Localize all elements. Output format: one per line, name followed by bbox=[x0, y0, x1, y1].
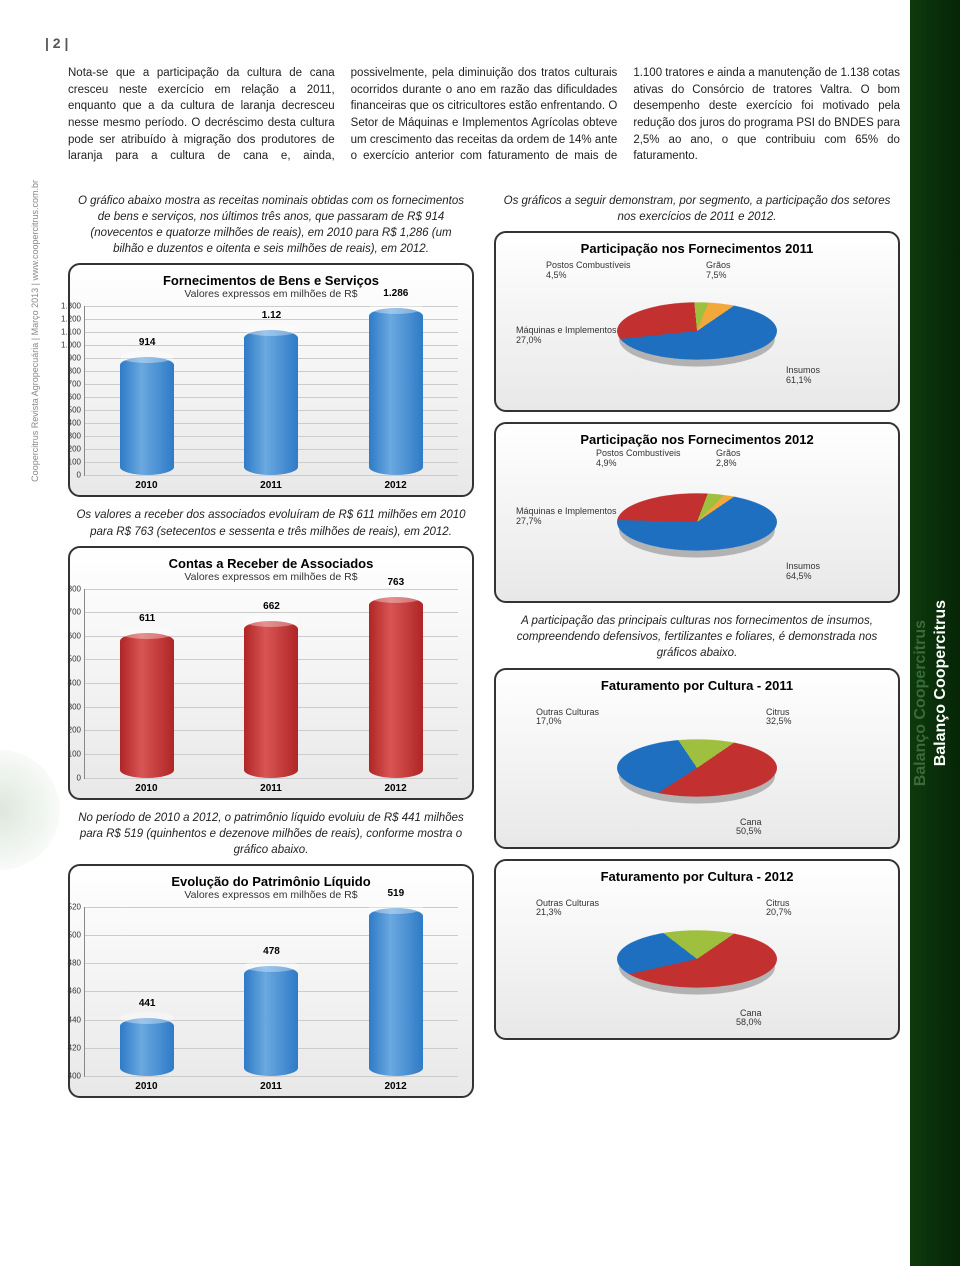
chart2-plot: 0100200300400500600700800611662763 bbox=[84, 589, 458, 779]
pie-faturamento-2011: Faturamento por Cultura - 2011 Cana50,5%… bbox=[494, 668, 900, 849]
caption-pie-bottom: A participação das principais culturas n… bbox=[500, 613, 894, 661]
sidebar-label: Balanço Coopercitrus bbox=[932, 600, 950, 766]
content-area: | 2 | Coopercitrus Revista Agropecuária … bbox=[0, 0, 910, 1266]
pie3-plot: Cana50,5%Citrus32,5%Outras Culturas17,0% bbox=[506, 693, 888, 843]
chart1-title: Fornecimentos de Bens e Serviços bbox=[80, 273, 462, 288]
two-column-layout: O gráfico abaixo mostra as receitas nomi… bbox=[68, 185, 900, 1108]
chart3-subtitle: Valores expressos em milhões de R$ bbox=[80, 889, 462, 901]
pie4-title: Faturamento por Cultura - 2012 bbox=[506, 869, 888, 884]
chart1-xlabels: 201020112012 bbox=[84, 480, 458, 491]
chart3-title: Evolução do Patrimônio Líquido bbox=[80, 874, 462, 889]
pie1-title: Participação nos Fornecimentos 2011 bbox=[506, 241, 888, 256]
pie1-plot: Insumos61,1%Máquinas e Implementos27,0%P… bbox=[506, 256, 888, 406]
caption-chart2: Os valores a receber dos associados evol… bbox=[74, 507, 468, 539]
pie4-plot: Cana58,0%Citrus20,7%Outras Culturas21,3% bbox=[506, 884, 888, 1034]
pie3-title: Faturamento por Cultura - 2011 bbox=[506, 678, 888, 693]
right-sidebar: Balanço Coopercitrus Balanço Coopercitru… bbox=[910, 0, 960, 1266]
chart1-plot: 01002003004005006007008009001.0001.1001.… bbox=[84, 306, 458, 476]
chart3-plot: 400420440460480500520441478519 bbox=[84, 907, 458, 1077]
chart-patrimonio: Evolução do Patrimônio Líquido Valores e… bbox=[68, 864, 474, 1098]
right-column: Os gráficos a seguir demonstram, por seg… bbox=[494, 185, 900, 1108]
chart-fornecimentos: Fornecimentos de Bens e Serviços Valores… bbox=[68, 263, 474, 497]
caption-chart3: No período de 2010 a 2012, o patrimônio … bbox=[74, 810, 468, 858]
pie-participacao-2012: Participação nos Fornecimentos 2012 Insu… bbox=[494, 422, 900, 603]
spine-text: Coopercitrus Revista Agropecuária | Març… bbox=[30, 180, 40, 482]
caption-pie-top: Os gráficos a seguir demonstram, por seg… bbox=[500, 193, 894, 225]
page: | 2 | Coopercitrus Revista Agropecuária … bbox=[0, 0, 960, 1266]
pie2-title: Participação nos Fornecimentos 2012 bbox=[506, 432, 888, 447]
sidebar-label-shadow: Balanço Coopercitrus bbox=[912, 620, 930, 786]
page-number: | 2 | bbox=[45, 35, 68, 51]
pie-faturamento-2012: Faturamento por Cultura - 2012 Cana58,0%… bbox=[494, 859, 900, 1040]
intro-paragraph: Nota-se que a participação da cultura de… bbox=[68, 65, 900, 165]
caption-chart1: O gráfico abaixo mostra as receitas nomi… bbox=[74, 193, 468, 257]
chart2-subtitle: Valores expressos em milhões de R$ bbox=[80, 571, 462, 583]
left-column: O gráfico abaixo mostra as receitas nomi… bbox=[68, 185, 474, 1108]
pie2-plot: Insumos64,5%Máquinas e Implementos27,7%P… bbox=[506, 447, 888, 597]
pie-participacao-2011: Participação nos Fornecimentos 2011 Insu… bbox=[494, 231, 900, 412]
chart-contas-receber: Contas a Receber de Associados Valores e… bbox=[68, 546, 474, 800]
chart2-title: Contas a Receber de Associados bbox=[80, 556, 462, 571]
chart2-xlabels: 201020112012 bbox=[84, 783, 458, 794]
chart3-xlabels: 201020112012 bbox=[84, 1081, 458, 1092]
